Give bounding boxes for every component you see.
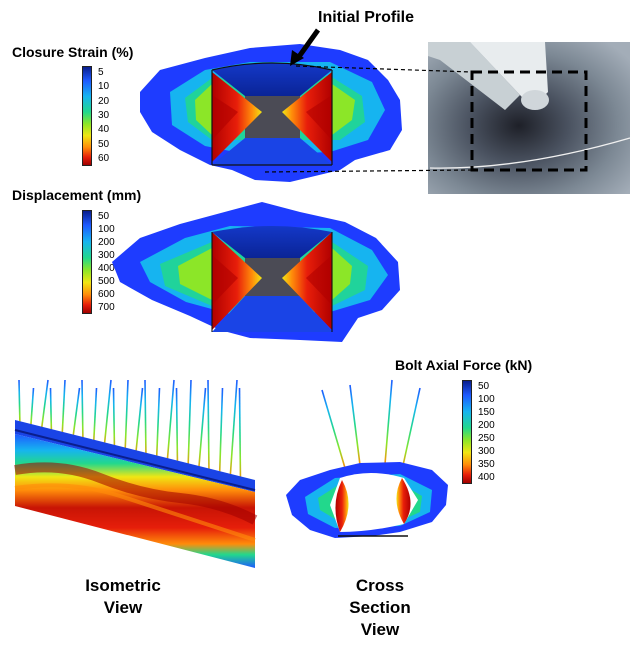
rock-bolt: [384, 379, 393, 465]
closure-strain-roof: [212, 63, 332, 96]
displacement-tick-label: 300: [98, 249, 115, 261]
bolt-force-tick-label: 100: [478, 393, 495, 405]
displacement-tick-label: 200: [98, 236, 115, 248]
rock-bolt: [197, 387, 207, 473]
initial-profile-outline: [211, 62, 333, 166]
rock-bolt: [134, 387, 144, 457]
isometric-caption-line-1: Isometric: [85, 576, 161, 595]
bolt-force-tick-label: 150: [478, 406, 495, 418]
rock-bolt: [40, 379, 49, 434]
cross-section-caption-line-2: Section: [349, 598, 411, 617]
bolt-force-tick-label: 50: [478, 380, 490, 392]
isometric-view-model: [14, 379, 258, 568]
rock-bolt: [229, 379, 238, 481]
displacement-legend-title: Displacement (mm): [12, 187, 142, 203]
displacement-tick-label: 700: [98, 301, 115, 313]
bolt-force-colorbar: [462, 380, 472, 484]
rock-bolt: [218, 387, 224, 478]
cross-section-opening: [330, 473, 418, 532]
displacement-tick-label: 50: [98, 210, 110, 222]
closure-strain-left-wall: [212, 72, 262, 162]
cross-section-model: [286, 379, 448, 538]
rock-bolt: [349, 384, 361, 466]
rock-bolt: [18, 379, 21, 429]
displacement-tick-label: 400: [98, 262, 115, 274]
displacement-tick-label: 500: [98, 275, 115, 287]
initial-profile-label: Initial Profile: [318, 9, 415, 26]
rock-bolt: [49, 387, 53, 436]
bolt-force-tick-label: 350: [478, 458, 495, 470]
displacement-model: [112, 202, 400, 342]
bolt-force-tick-label: 250: [478, 432, 495, 444]
displacement-left-wall: [212, 232, 262, 330]
closure-strain-right-wall: [282, 72, 332, 162]
rock-bolt: [124, 379, 129, 455]
rock-bolt: [103, 379, 112, 449]
bolt-force-legend-title: Bolt Axial Force (kN): [395, 357, 533, 373]
cross-section-left-wall: [335, 480, 349, 532]
displacement-tick-label: 100: [98, 223, 115, 235]
closure-strain-tick-label: 20: [98, 95, 110, 107]
closure-strain-model: [140, 44, 402, 182]
closure-strain-legend-title: Closure Strain (%): [12, 44, 134, 60]
cross-section-right-wall: [396, 478, 411, 524]
closure-strain-tick-label: 50: [98, 138, 110, 150]
cross-section-view-caption: Cross Section View: [320, 575, 440, 641]
rock-bolt: [92, 387, 98, 447]
rock-bolt: [61, 379, 66, 439]
rock-bolt: [112, 387, 116, 452]
rock-bolt: [166, 379, 175, 465]
rock-bolt: [321, 389, 346, 469]
isometric-view-caption: Isometric View: [58, 575, 188, 619]
closure-strain-tick-label: 40: [98, 124, 110, 136]
rock-bolt: [401, 387, 421, 471]
bolt-force-tick-label: 300: [478, 445, 495, 457]
rock-bolt: [175, 387, 179, 468]
displacement-roof: [212, 226, 332, 258]
rock-bolt: [29, 387, 35, 431]
cross-section-caption-line-1: Cross: [355, 576, 405, 595]
bolt-force-tick-label: 200: [478, 419, 495, 431]
closure-strain-floor: [212, 138, 332, 165]
closure-strain-tick-label: 10: [98, 81, 110, 93]
rock-bolt: [81, 379, 84, 444]
closure-strain-colorbar: [82, 66, 92, 166]
rock-bolt: [207, 379, 210, 475]
initial-profile-arrow: [295, 28, 321, 60]
tunnel-photo-inset: [428, 42, 631, 194]
rock-bolt: [144, 379, 147, 460]
bolt-force-tick-label: 400: [478, 471, 495, 483]
displacement-tick-label: 600: [98, 288, 115, 300]
cross-section-rock-bolts: [321, 379, 421, 471]
inset-connector-top: [295, 65, 473, 73]
isometric-rock-bolts: [18, 379, 242, 483]
closure-strain-tick-label: 30: [98, 110, 110, 121]
closure-strain-tick-label: 5: [98, 67, 104, 79]
displacement-floor: [212, 296, 332, 332]
rock-bolt: [238, 387, 242, 483]
isometric-caption-line-2: View: [103, 598, 143, 617]
displacement-colorbar: [82, 210, 92, 314]
rock-bolt: [155, 387, 161, 462]
cross-section-caption-line-3: View: [360, 620, 400, 639]
rock-bolt: [187, 379, 192, 470]
closure-strain-tick-label: 60: [98, 152, 110, 164]
rock-bolt: [71, 387, 81, 442]
displacement-right-wall: [282, 232, 332, 330]
